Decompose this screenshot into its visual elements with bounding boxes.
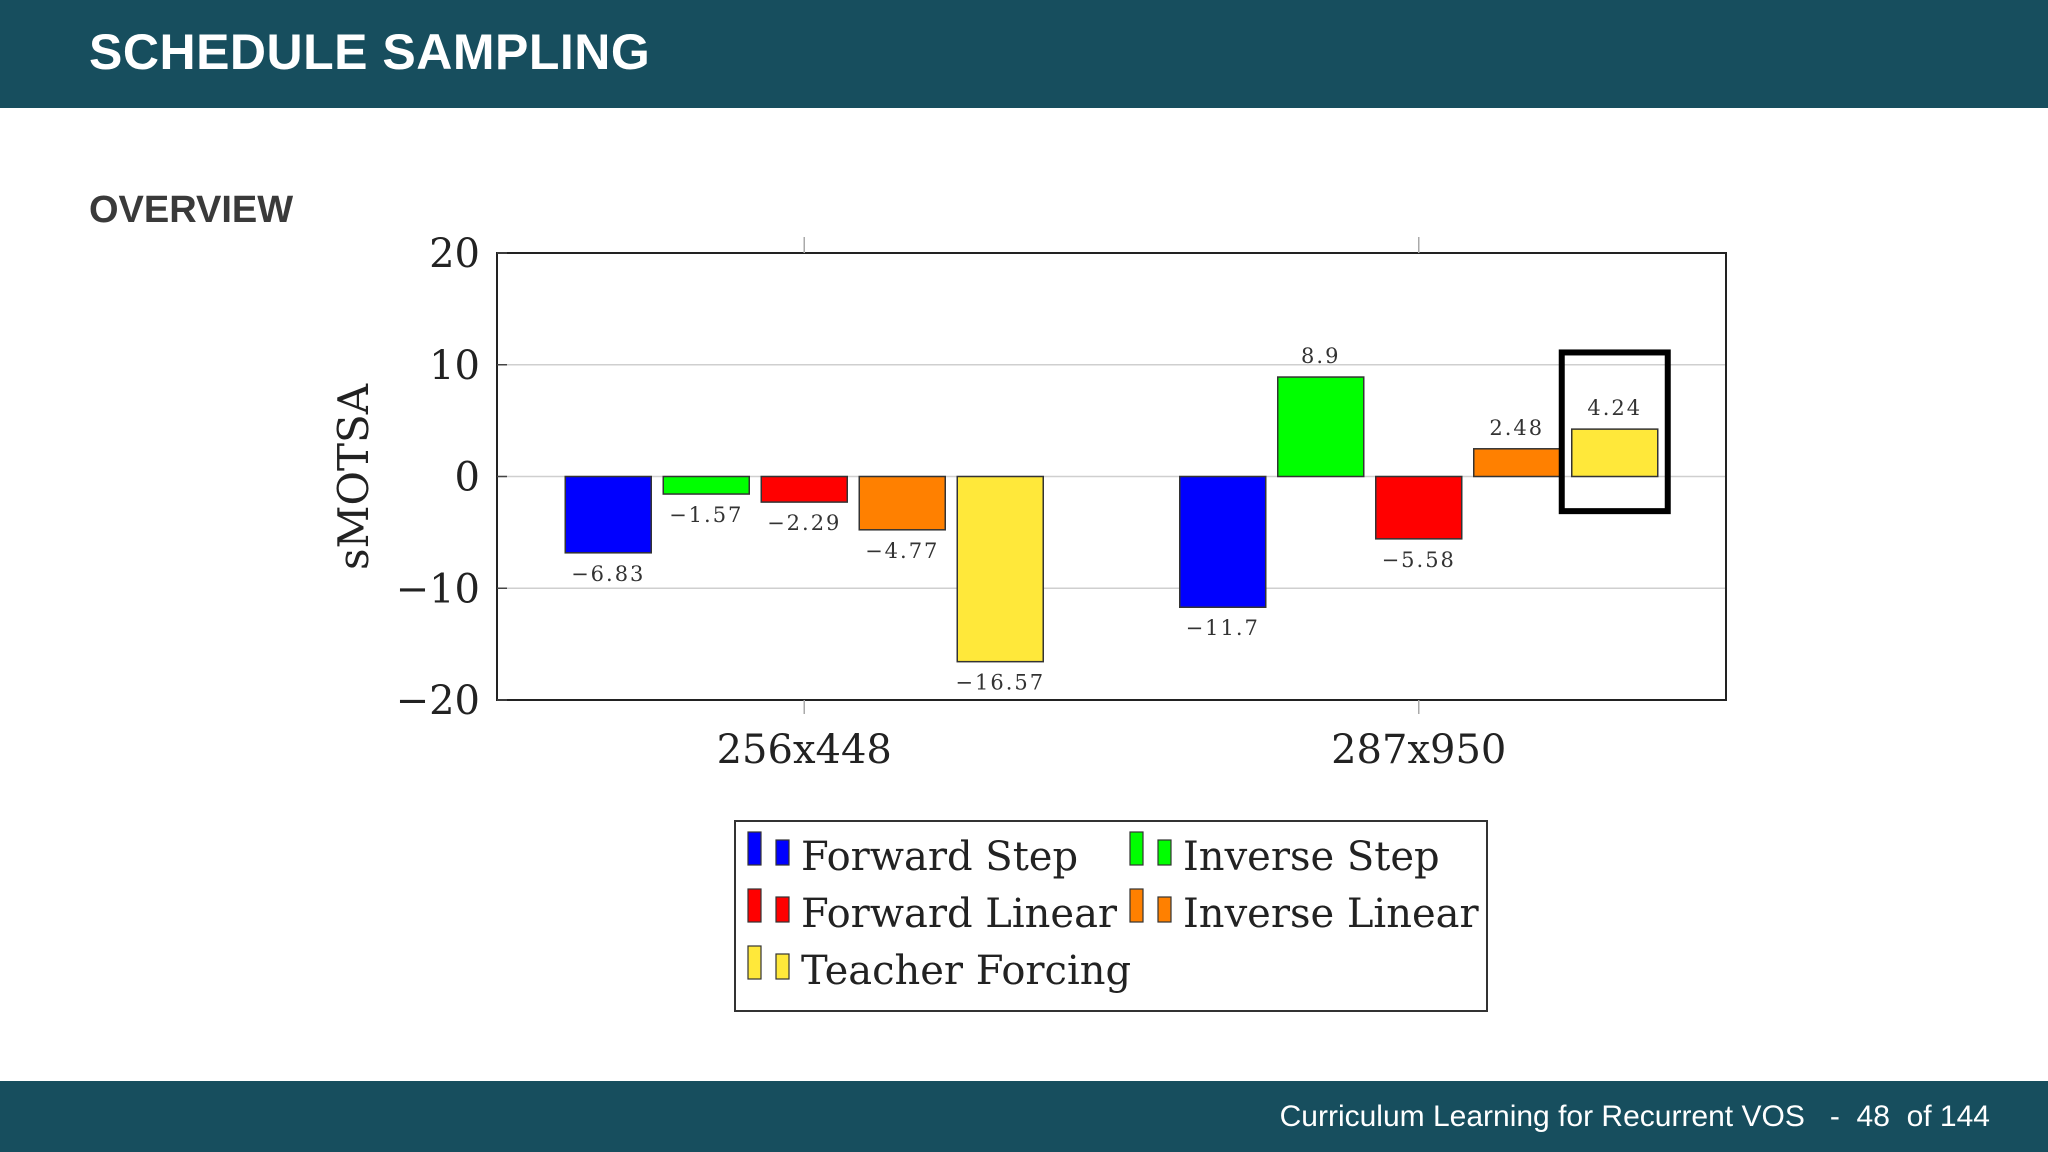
x-tick-label: 287x950 xyxy=(1331,727,1506,773)
x-tick-label: 256x448 xyxy=(717,727,892,773)
legend-swatch-small xyxy=(1158,840,1171,865)
data-label: 2.48 xyxy=(1489,416,1544,440)
data-labels: −6.83 −1.57 −2.29 −4.77 −16.57 −11.7 8.9 −5.58 2… xyxy=(571,344,1642,695)
legend-swatch xyxy=(748,832,761,865)
legend-label: Forward Linear xyxy=(801,891,1118,937)
slide-footer: Curriculum Learning for Recurrent VOS - … xyxy=(0,1081,2048,1152)
footer-course: Curriculum Learning for Recurrent VOS xyxy=(1280,1100,1805,1133)
bar xyxy=(859,477,945,530)
data-label: −6.83 xyxy=(571,562,645,586)
data-label: −1.57 xyxy=(669,503,743,527)
footer-separator: - xyxy=(1830,1100,1840,1133)
legend-label: Forward Step xyxy=(801,834,1078,880)
data-label: 4.24 xyxy=(1587,396,1642,420)
bar xyxy=(565,477,651,553)
legend-swatch xyxy=(748,889,761,922)
bar xyxy=(1278,377,1364,476)
data-label: −4.77 xyxy=(865,539,939,563)
legend: Forward Step Inverse Step Forward Linear In… xyxy=(735,821,1487,1011)
page-number: 48 xyxy=(1857,1100,1890,1133)
data-label: −11.7 xyxy=(1186,616,1260,640)
axis-ticks: 20 10 0 −10 −20 256x448 287x950 xyxy=(396,231,1507,773)
data-label: −16.57 xyxy=(955,671,1045,695)
bar-chart: 20 10 0 −10 −20 256x448 287x950 −6.83 −1.57 −2.2… xyxy=(0,0,2048,1080)
footer-text: Curriculum Learning for Recurrent VOS - … xyxy=(1280,1099,1990,1135)
bar xyxy=(761,477,847,503)
y-axis-label: sMOTSA xyxy=(329,383,378,570)
y-tick-label: 10 xyxy=(429,343,480,389)
data-label: −2.29 xyxy=(767,511,841,535)
legend-swatch-small xyxy=(1158,897,1171,922)
bar xyxy=(1572,429,1658,476)
bar xyxy=(957,477,1043,662)
legend-label: Inverse Step xyxy=(1183,834,1440,880)
page-total: of 144 xyxy=(1907,1100,1990,1133)
bar xyxy=(663,477,749,495)
legend-label: Inverse Linear xyxy=(1183,891,1480,937)
legend-swatch xyxy=(1130,832,1143,865)
legend-swatch-small xyxy=(776,840,789,865)
data-label: −5.58 xyxy=(1382,548,1456,572)
legend-swatch xyxy=(1130,889,1143,922)
y-tick-label: 20 xyxy=(429,231,480,277)
legend-label: Teacher Forcing xyxy=(801,948,1131,994)
bar xyxy=(1180,477,1266,608)
y-tick-label: −20 xyxy=(396,678,480,724)
y-tick-label: −10 xyxy=(396,566,480,612)
bar xyxy=(1474,449,1560,477)
bar xyxy=(1376,477,1462,539)
legend-swatch xyxy=(748,946,761,979)
data-label: 8.9 xyxy=(1301,344,1340,368)
legend-swatch-small xyxy=(776,954,789,979)
y-tick-label: 0 xyxy=(455,455,480,501)
legend-swatch-small xyxy=(776,897,789,922)
